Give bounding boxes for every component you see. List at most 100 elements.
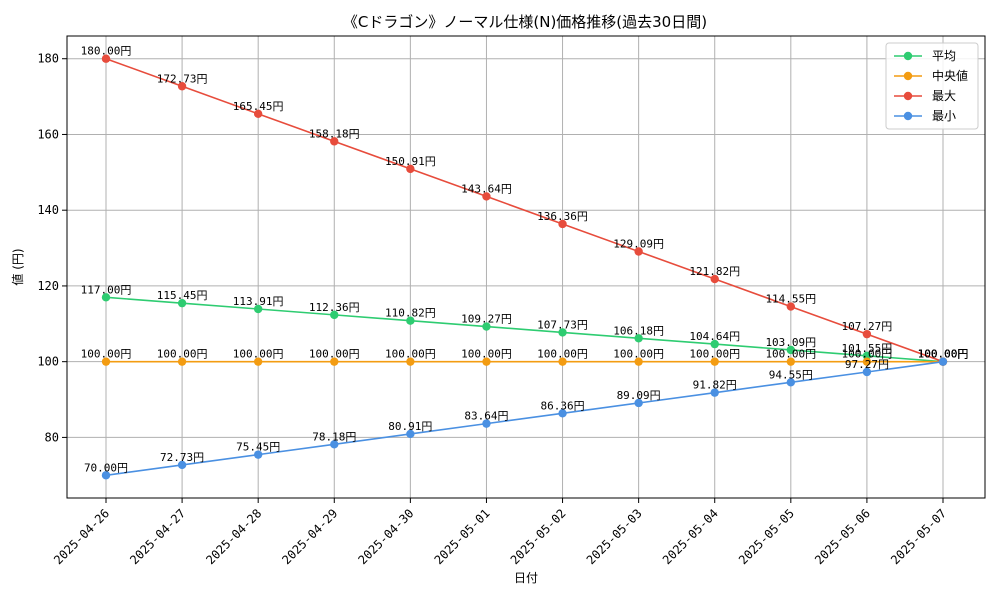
data-labels: 117.00円 115.45円 113.91円 112.36円 110.82円 109.2… (81, 45, 969, 475)
legend-label: 平均 (932, 49, 956, 63)
y-tick-label: 120 (37, 279, 59, 293)
data-label: 158.18円 (309, 127, 360, 140)
plot-area (66, 35, 986, 499)
data-point (177, 357, 187, 366)
data-label: 100.00円 (765, 348, 816, 361)
data-label: 100.00円 (385, 348, 436, 361)
x-tick-label: 2025-05-07 (888, 506, 949, 567)
data-label: 80.91円 (388, 420, 432, 433)
axes: 2025-04-26 2025-04-27 2025-04-28 2025-04-29… (37, 52, 949, 567)
data-label: 100.00円 (537, 348, 588, 361)
data-label: 91.82円 (693, 379, 737, 392)
legend-marker (903, 91, 913, 101)
data-label: 97.27円 (845, 358, 889, 371)
data-point (710, 339, 719, 349)
data-point (482, 192, 491, 201)
y-tick-label: 140 (37, 203, 59, 217)
legend-marker (903, 111, 913, 121)
data-point (558, 357, 567, 366)
data-point (710, 388, 719, 397)
data-point (786, 357, 796, 366)
data-label: 70.00円 (84, 461, 128, 474)
data-point (177, 82, 187, 91)
data-point (330, 440, 339, 449)
data-label: 100.00円 (461, 348, 512, 361)
data-point (253, 109, 263, 119)
data-label: 136.36円 (537, 210, 588, 223)
x-tick-label: 2025-05-04 (660, 506, 721, 567)
data-point (558, 409, 567, 418)
legend-label: 中央値 (932, 68, 968, 83)
data-label: 112.36円 (309, 301, 360, 314)
data-label: 165.45円 (233, 100, 284, 113)
data-label: 180.00円 (81, 45, 132, 58)
x-tick-label: 2025-04-27 (127, 506, 188, 567)
x-tick-label: 2025-05-06 (812, 506, 873, 567)
x-tick-label: 2025-04-26 (51, 506, 112, 567)
data-point (253, 357, 263, 366)
data-label: 100.00円 (689, 348, 740, 361)
x-tick-label: 2025-05-02 (508, 506, 569, 567)
y-tick-label: 100 (37, 355, 59, 369)
data-point (786, 345, 796, 355)
data-point (482, 419, 491, 428)
data-label: 110.82円 (385, 307, 436, 320)
data-label: 89.09円 (617, 389, 661, 402)
data-label: 113.91円 (233, 295, 284, 308)
data-point (406, 316, 415, 325)
data-label: 72.73円 (160, 451, 204, 464)
data-point (330, 137, 339, 146)
data-point (406, 164, 415, 174)
data-label: 117.00円 (81, 283, 132, 296)
data-label: 100.00円 (918, 348, 969, 361)
data-label: 100.00円 (918, 348, 969, 361)
data-label: 101.55円 (842, 342, 893, 355)
data-point (558, 328, 567, 337)
data-label: 100.00円 (918, 348, 969, 361)
data-label: 100.00円 (81, 348, 132, 361)
grid (67, 36, 985, 498)
data-point (862, 367, 872, 377)
x-tick-label: 2025-04-29 (279, 506, 340, 567)
data-point (253, 450, 263, 459)
data-point (406, 429, 415, 439)
y-axis-label: 値 (円) (10, 248, 25, 285)
x-tick-label: 2025-04-30 (355, 506, 416, 567)
data-label: 150.91円 (385, 155, 436, 168)
y-tick-label: 180 (37, 52, 59, 66)
data-point (177, 460, 187, 470)
legend-label: 最小 (932, 109, 956, 123)
x-tick-label: 2025-05-01 (432, 506, 493, 567)
data-point (862, 351, 872, 361)
data-label: 107.73円 (537, 318, 588, 331)
data-point (634, 247, 643, 256)
data-label: 100.00円 (918, 348, 969, 361)
data-label: 109.27円 (461, 313, 512, 326)
data-point (101, 293, 111, 302)
data-label: 100.00円 (842, 348, 893, 361)
data-label: 100.00円 (157, 348, 208, 361)
data-label: 78.18円 (312, 430, 356, 443)
data-label: 106.18円 (613, 324, 664, 337)
data-label: 172.73円 (157, 72, 208, 85)
data-point (938, 357, 948, 366)
data-point (330, 357, 339, 366)
data-point (482, 357, 491, 366)
x-tick-label: 2025-05-03 (584, 506, 645, 567)
data-point (634, 357, 643, 366)
data-label: 83.64円 (464, 410, 508, 423)
data-point (253, 304, 263, 314)
data-label: 100.00円 (309, 348, 360, 361)
series (101, 54, 948, 480)
data-label: 107.27円 (842, 320, 893, 333)
data-point (786, 302, 796, 311)
data-point (862, 329, 872, 339)
data-label: 100.00円 (613, 348, 664, 361)
data-point (406, 357, 415, 366)
data-label: 114.55円 (765, 293, 816, 306)
data-point (710, 357, 719, 366)
data-point (101, 471, 111, 480)
data-label: 121.82円 (689, 265, 740, 278)
x-tick-label: 2025-05-05 (736, 506, 797, 567)
data-label: 104.64円 (689, 330, 740, 343)
